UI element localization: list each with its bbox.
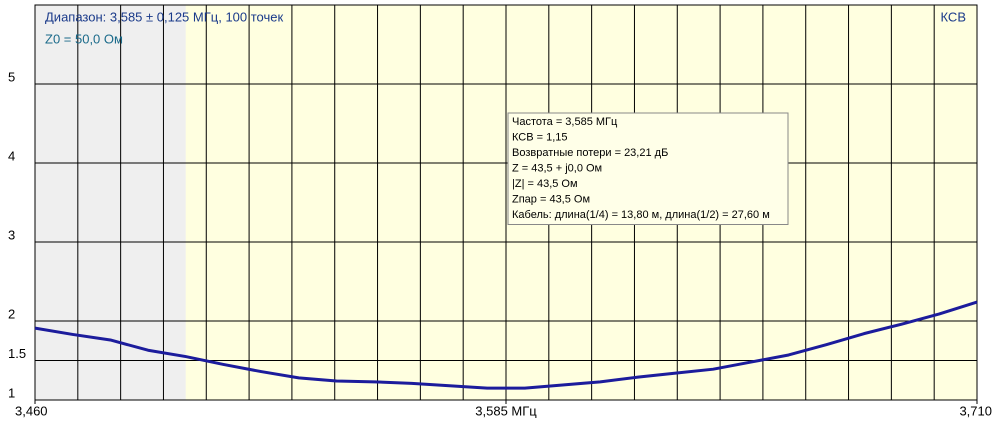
tooltip-line: |Z| = 43,5 Ом (512, 178, 578, 190)
y-tick-label: 1.5 (8, 346, 26, 361)
line-series (34, 300, 978, 390)
tooltip-line: Частота = 3,585 МГц (512, 116, 618, 128)
y-tick-label: 3 (8, 227, 15, 242)
y-tick-label: 1 (8, 385, 15, 400)
x-tick-label: 3,710 (959, 403, 992, 418)
x-tick-label: 3,585 МГц (475, 403, 537, 418)
plot-border (34, 4, 978, 401)
y-label: КСВ (941, 9, 967, 24)
tooltip-line: Возвратные потери = 23,21 дБ (512, 147, 668, 159)
tooltip-line: Кабель: длина(1/4) = 13,80 м, длина(1/2)… (512, 209, 770, 221)
title: Диапазон: 3,585 ± 0,125 МГц, 100 точек (45, 9, 283, 24)
tooltip-line: КСВ = 1,15 (512, 131, 568, 143)
x-tick-label: 3,460 (15, 403, 48, 418)
tooltip-line: Zпар = 43,5 Ом (512, 193, 590, 205)
subtitle: Z0 = 50,0 Ом (45, 31, 123, 46)
tooltip-box (507, 112, 789, 225)
y-tick-label: 5 (8, 69, 15, 84)
y-tick-label: 4 (8, 148, 15, 163)
y-tick-label: 2 (8, 306, 15, 321)
tooltip-line: Z = 43,5 + j0,0 Ом (512, 162, 602, 174)
shaded-range (35, 5, 186, 400)
